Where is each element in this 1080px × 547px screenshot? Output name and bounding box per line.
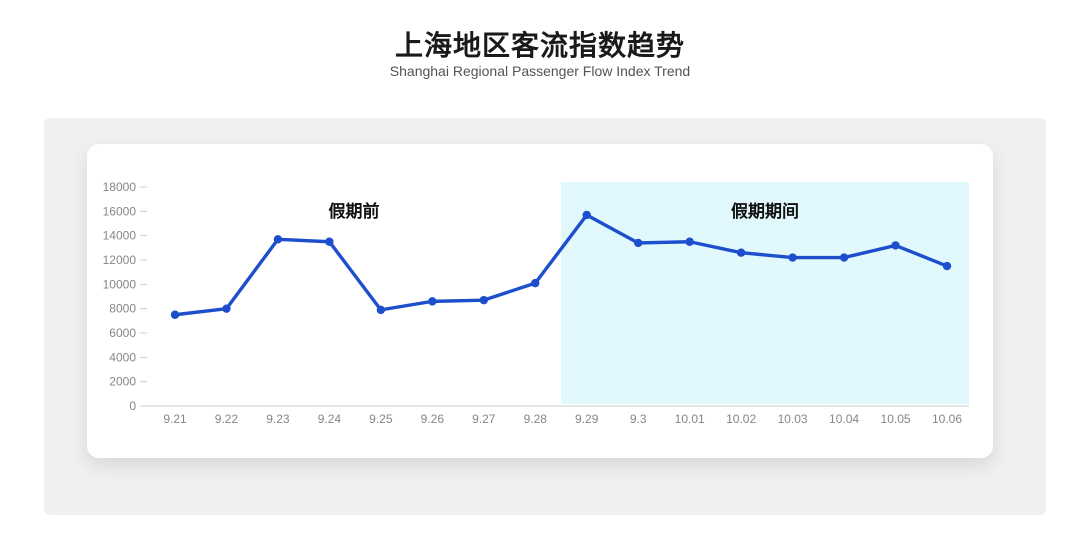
data-point: [736, 248, 746, 257]
x-axis-label: 10.03: [778, 412, 808, 426]
x-axis-label: 9.29: [575, 412, 599, 426]
page-subtitle: Shanghai Regional Passenger Flow Index T…: [389, 63, 691, 79]
trend-line: [173, 213, 949, 317]
data-point: [273, 235, 283, 244]
x-axis-label: 9.21: [163, 412, 187, 426]
x-axis-label: 9.27: [472, 412, 496, 426]
data-point: [891, 241, 900, 250]
x-axis-label: 9.28: [524, 412, 548, 426]
holiday-band: [561, 182, 969, 404]
x-axis-label: 10.05: [881, 412, 911, 426]
y-axis-label: 18000: [103, 180, 137, 194]
y-axis-label: 10000: [103, 277, 137, 291]
data-point: [222, 304, 231, 313]
chart-card: 0 2000 4000 6000 8000 10000 12000 14000 16000 180…: [87, 144, 993, 458]
x-axis-label: 10.02: [726, 412, 756, 426]
x-axis-label: 9.22: [215, 412, 239, 426]
x-axis-label: 10.01: [675, 412, 705, 426]
y-axis-label: 16000: [103, 204, 137, 218]
data-point: [942, 261, 952, 271]
x-axis-label: 10.06: [932, 412, 962, 426]
x-axis-label: 9.23: [266, 412, 290, 426]
data-point: [428, 297, 437, 306]
y-axis-label: 14000: [103, 229, 137, 243]
x-axis-label: 9.3: [630, 412, 647, 426]
y-axis-label: 4000: [109, 350, 136, 364]
data-point: [582, 210, 591, 220]
page-title: 上海地区客流指数趋势: [394, 30, 685, 61]
x-axis-label: 9.24: [318, 412, 342, 426]
data-point: [479, 295, 488, 305]
y-axis-label: 0: [129, 399, 136, 413]
data-point: [685, 237, 694, 246]
data-point: [788, 253, 797, 262]
data-point: [839, 253, 849, 262]
annotation-in_band: 假期期间: [731, 201, 799, 221]
data-point: [634, 238, 643, 248]
y-axis-label: 8000: [109, 302, 136, 316]
passenger-flow-line-chart: 0 2000 4000 6000 8000 10000 12000 14000 16000 180…: [103, 180, 969, 426]
x-axis-label: 9.26: [421, 412, 445, 426]
annotation-before_band: 假期前: [329, 201, 380, 221]
y-axis-label: 12000: [103, 253, 137, 267]
data-point: [376, 305, 386, 315]
x-axis-label: 10.04: [829, 412, 859, 426]
data-point: [170, 310, 180, 319]
data-point: [325, 237, 334, 246]
data-point: [531, 278, 540, 288]
x-axis-label: 9.25: [369, 412, 393, 426]
y-axis-label: 2000: [109, 375, 136, 389]
y-axis-label: 6000: [109, 326, 136, 340]
